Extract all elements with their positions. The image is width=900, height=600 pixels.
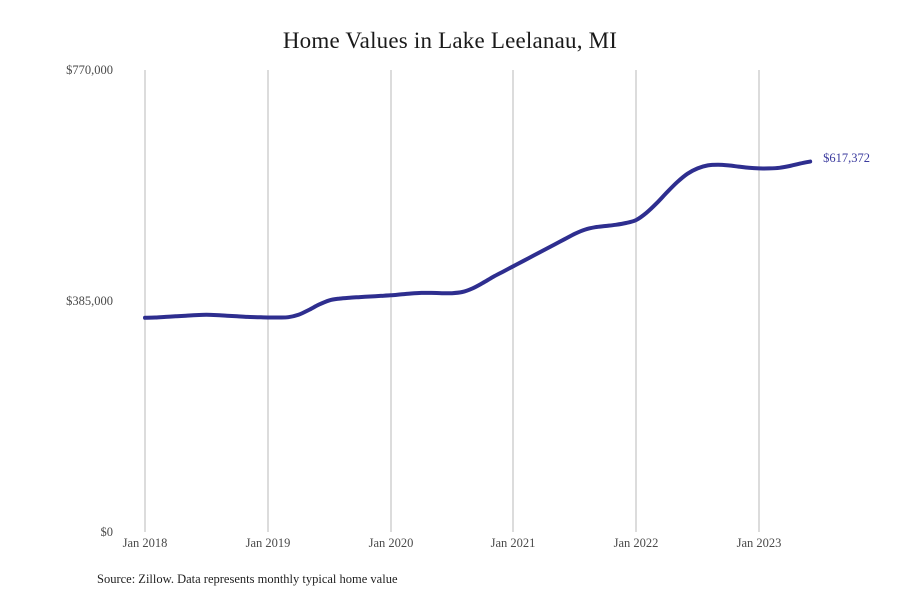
x-tick-label-jan-2020: Jan 2020 xyxy=(368,536,414,550)
y-tick-label-385000: $385,000 xyxy=(66,294,113,308)
source-footnote: Source: Zillow. Data represents monthly … xyxy=(97,572,398,586)
x-tick-label-jan-2021: Jan 2021 xyxy=(490,536,536,550)
gridlines-group xyxy=(144,70,760,532)
chart-title: Home Values in Lake Leelanau, MI xyxy=(282,28,618,53)
y-tick-label-0: $0 xyxy=(100,525,114,539)
x-tick-label-jan-2019: Jan 2019 xyxy=(245,536,291,550)
x-tick-label-jan-2022: Jan 2022 xyxy=(613,536,659,550)
x-tick-label-jan-2018: Jan 2018 xyxy=(122,536,168,550)
y-tick-label-770000: $770,000 xyxy=(66,63,113,77)
x-tick-label-jan-2023: Jan 2023 xyxy=(736,536,782,550)
series-line-typical-home-value xyxy=(143,159,813,320)
end-value-annotation: $617,372 xyxy=(823,150,871,165)
